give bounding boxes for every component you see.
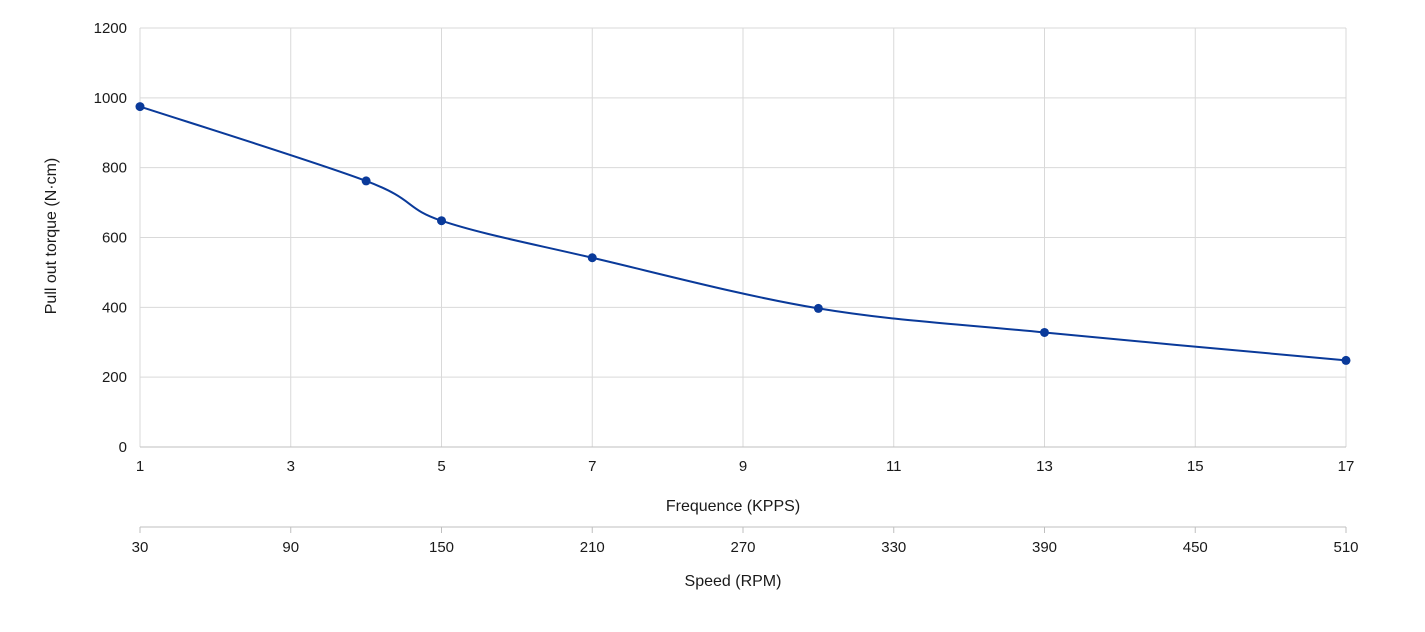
data-point[interactable] [587,253,597,263]
data-point[interactable] [813,303,823,313]
y-tick-label: 600 [102,230,127,247]
data-point[interactable] [437,216,446,226]
x-tick-label: 13 [1036,458,1053,475]
x2-tick-label: 510 [1333,539,1358,556]
x2-tick-label: 150 [429,539,454,556]
x-tick-label: 15 [1187,458,1204,475]
x-tick-label: 1 [136,458,144,475]
y-axis-title: Pull out torque (N·cm) [43,158,60,315]
data-point[interactable] [1040,327,1049,337]
x-tick-label: 5 [437,458,445,475]
data-point[interactable] [1341,355,1351,365]
x2-tick-label: 90 [282,539,299,556]
axes: 0200400600800100012001303905150721092701… [94,20,1359,556]
y-tick-label: 1200 [94,20,127,37]
y-tick-label: 0 [119,439,127,456]
grid [139,27,1347,447]
y-tick-label: 1000 [94,90,127,107]
x-tick-label: 3 [287,458,295,475]
data-point[interactable] [361,176,371,186]
x2-tick-label: 30 [132,539,149,556]
x-tick-label: 17 [1338,458,1355,475]
y-tick-label: 200 [102,369,127,386]
x2-axis-title: Speed (RPM) [685,573,782,590]
y-tick-label: 400 [102,299,127,316]
x-tick-label: 11 [886,458,902,475]
x2-tick-label: 450 [1183,539,1208,556]
x2-tick-label: 270 [730,539,755,556]
x-tick-label: 7 [588,458,596,475]
y-tick-label: 800 [102,160,127,177]
x-axis-title: Frequence (KPPS) [666,498,800,515]
series [135,102,1351,365]
x2-tick-label: 210 [580,539,605,556]
x2-tick-label: 330 [881,539,906,556]
data-point[interactable] [135,102,145,112]
x2-tick-label: 390 [1032,539,1057,556]
x-tick-label: 9 [739,458,747,475]
